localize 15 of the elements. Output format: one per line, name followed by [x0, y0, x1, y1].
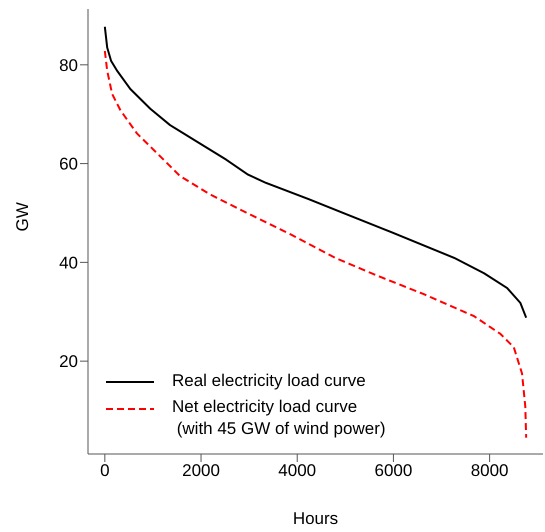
y-tick-label: 60: [59, 154, 78, 174]
x-tick-label: 8000: [470, 461, 509, 480]
legend-label: Real electricity load curve: [172, 370, 366, 392]
x-tick-label: 6000: [374, 461, 412, 480]
line-series: [104, 50, 528, 439]
x-tick-label: 4000: [278, 461, 316, 480]
y-tick-label: 20: [59, 352, 78, 372]
y-tick-label: 80: [59, 56, 78, 75]
y-axis-title: GW: [13, 202, 32, 232]
y-tick-label: 40: [59, 253, 78, 272]
line-series: [104, 26, 528, 319]
legend-label: Net electricity load curve (with 45 GW of wind power): [172, 396, 386, 440]
x-tick-label: 2000: [182, 461, 220, 480]
x-tick-label: 0: [100, 461, 110, 480]
x-axis-title: Hours: [292, 509, 338, 528]
